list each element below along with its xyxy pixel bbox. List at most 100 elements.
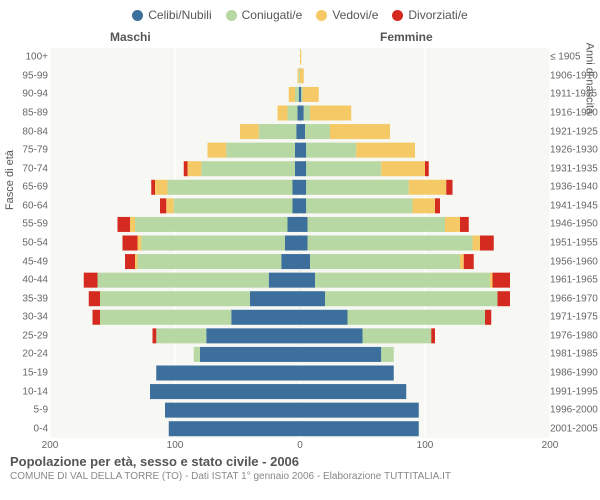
female-header: Femmine	[380, 30, 433, 44]
bar-female-divorced	[498, 291, 511, 306]
bar-male-married	[141, 236, 285, 251]
bar-male-married	[174, 198, 293, 213]
bar-female-married	[306, 143, 356, 158]
bar-female-divorced	[464, 254, 474, 269]
bar-male-widowed	[135, 254, 138, 269]
bar-male-divorced	[89, 291, 100, 306]
bar-female-single	[300, 180, 306, 195]
cohort-label: 1926-1930	[550, 145, 600, 156]
bar-male-single	[296, 124, 300, 139]
bar-male-married	[295, 87, 299, 102]
age-label: 25-29	[0, 330, 48, 341]
cohort-label: 1971-1975	[550, 312, 600, 323]
bar-female-single	[300, 347, 381, 362]
cohort-label: 2001-2005	[550, 423, 600, 434]
bar-female-divorced	[485, 310, 491, 325]
age-label: 50-54	[0, 238, 48, 249]
chart-subtitle: COMUNE DI VAL DELLA TORRE (TO) - Dati IS…	[10, 471, 451, 482]
bar-female-married	[301, 87, 302, 102]
cohort-label: ≤ 1905	[550, 52, 600, 63]
bar-male-widowed	[188, 161, 202, 176]
bar-female-single	[300, 328, 363, 343]
bar-male-married	[288, 106, 298, 121]
bar-female-married	[308, 236, 473, 251]
bar-male-widowed	[240, 124, 259, 139]
bar-female-single	[300, 124, 305, 139]
bar-female-divorced	[425, 161, 429, 176]
bar-female-single	[300, 310, 348, 325]
bar-female-single	[300, 161, 306, 176]
bar-female-divorced	[431, 328, 435, 343]
x-tick-label: 100	[167, 440, 184, 451]
bar-female-single	[300, 106, 304, 121]
bar-female-widowed	[445, 217, 460, 232]
age-label: 20-24	[0, 349, 48, 360]
bar-female-widowed	[490, 273, 493, 288]
bar-male-divorced	[93, 310, 101, 325]
bar-female-single	[300, 254, 310, 269]
bar-male-single	[200, 347, 300, 362]
bar-female-single	[300, 198, 306, 213]
bar-female-married	[306, 161, 381, 176]
chart-plot-area	[50, 48, 550, 438]
age-label: 60-64	[0, 200, 48, 211]
bar-female-married	[305, 124, 330, 139]
bar-female-married	[325, 291, 498, 306]
age-label: 15-19	[0, 368, 48, 379]
bar-male-single	[206, 328, 300, 343]
bar-male-divorced	[160, 198, 166, 213]
bar-female-single	[300, 273, 315, 288]
bar-female-married	[308, 217, 446, 232]
age-label: 65-69	[0, 182, 48, 193]
bar-male-single	[250, 291, 300, 306]
bar-male-single	[298, 106, 301, 121]
bar-male-single	[281, 254, 300, 269]
age-label: 5-9	[0, 405, 48, 416]
age-label: 55-59	[0, 219, 48, 230]
bar-female-married	[304, 106, 310, 121]
bar-female-widowed	[460, 254, 464, 269]
bar-female-widowed	[413, 198, 436, 213]
legend-label: Divorziati/e	[408, 8, 467, 22]
bar-male-married	[135, 217, 288, 232]
bar-female-widowed	[300, 68, 304, 83]
bar-male-divorced	[151, 180, 155, 195]
bar-female-married	[310, 254, 460, 269]
bar-male-single	[293, 198, 301, 213]
bar-female-widowed	[356, 143, 415, 158]
legend-label: Coniugati/e	[242, 8, 303, 22]
bar-male-single	[299, 87, 300, 102]
cohort-label: 1996-2000	[550, 405, 600, 416]
legend-item: Celibi/Nubili	[132, 8, 211, 22]
bar-male-single	[231, 310, 300, 325]
bar-male-married	[201, 161, 295, 176]
bar-male-widowed	[155, 180, 168, 195]
bar-male-single	[150, 384, 300, 399]
age-label: 85-89	[0, 108, 48, 119]
cohort-label: 1916-1920	[550, 108, 600, 119]
cohort-label: 1966-1970	[550, 293, 600, 304]
bar-female-married	[306, 180, 409, 195]
x-tick-label: 0	[297, 440, 303, 451]
bar-male-single	[156, 366, 300, 381]
legend-swatch	[226, 10, 237, 21]
cohort-label: 1956-1960	[550, 256, 600, 267]
bar-female-married	[363, 328, 432, 343]
cohort-label: 1941-1945	[550, 200, 600, 211]
bar-male-single	[169, 421, 300, 436]
bar-male-married	[98, 273, 269, 288]
male-header: Maschi	[110, 30, 151, 44]
x-tick-label: 200	[542, 440, 559, 451]
bar-female-widowed	[303, 87, 319, 102]
cohort-label: 1921-1925	[550, 126, 600, 137]
bar-male-married	[299, 68, 300, 83]
bar-male-divorced	[184, 161, 188, 176]
bar-male-divorced	[123, 236, 138, 251]
y-axis-cohort-labels: 2001-20051996-20001991-19951986-19901981…	[550, 48, 600, 438]
bar-male-widowed	[289, 87, 295, 102]
bar-male-married	[156, 328, 206, 343]
bar-female-divorced	[460, 217, 469, 232]
bar-female-single	[300, 143, 306, 158]
x-tick-label: 200	[42, 440, 59, 451]
chart-footer: Popolazione per età, sesso e stato civil…	[10, 454, 451, 482]
